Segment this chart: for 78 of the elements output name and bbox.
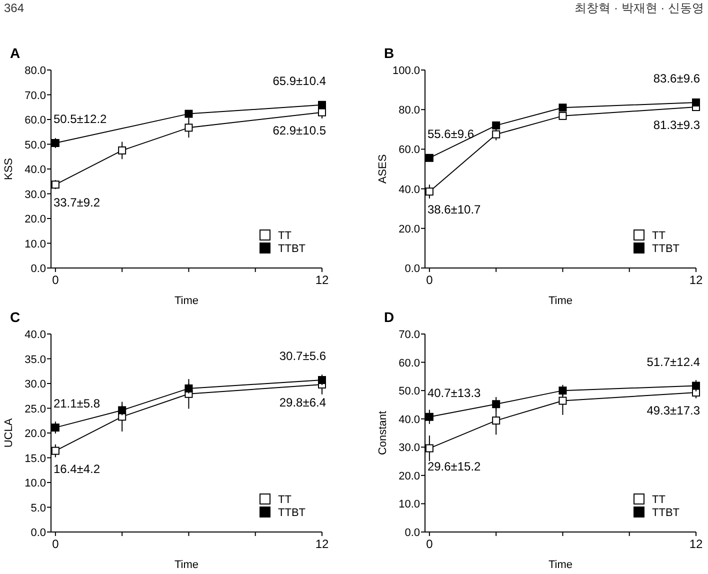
legend-label: TTBT xyxy=(278,243,306,255)
text: 364 xyxy=(4,1,24,15)
y-tick-label: 70.0 xyxy=(24,90,46,102)
y-axis-title: Constant xyxy=(377,410,389,456)
y-axis-title: UCLA xyxy=(3,418,15,448)
data-label: 81.3±9.3 xyxy=(653,118,700,132)
legend-label: TTBT xyxy=(278,507,306,519)
y-tick-label: 10.0 xyxy=(398,498,420,511)
y-tick-label: 80.0 xyxy=(24,65,46,77)
data-label: 29.6±15.2 xyxy=(427,459,482,474)
data-label: 55.6±9.6 xyxy=(427,126,474,141)
y-tick-label: 50.0 xyxy=(24,139,46,152)
legend-label: TTBT xyxy=(652,507,680,519)
y-tick-label: 80.0 xyxy=(398,104,420,117)
chart-title: A xyxy=(10,45,20,61)
y-tick-label: 0.0 xyxy=(404,263,420,275)
x-tick-label: 0 xyxy=(52,273,60,287)
y-tick-label: 60.0 xyxy=(398,144,420,156)
x-axis-title: Time xyxy=(174,295,199,307)
y-tick-label: 20.0 xyxy=(24,214,46,226)
y-axis-title: KSS xyxy=(3,158,15,180)
legend-label: TT xyxy=(278,494,292,506)
data-label: 30.7±5.6 xyxy=(279,349,326,364)
y-tick-label: 0.0 xyxy=(30,263,46,275)
y-tick-label: 40.0 xyxy=(24,164,46,176)
x-axis-title: Time xyxy=(548,559,573,571)
y-tick-label: 60.0 xyxy=(398,357,420,370)
y-tick-label: 10.0 xyxy=(24,478,46,490)
x-tick-label: 12 xyxy=(689,273,703,287)
y-tick-label: 40.0 xyxy=(398,184,420,196)
data-label: 21.1±5.8 xyxy=(53,396,100,411)
x-tick-label: 0 xyxy=(426,537,434,551)
chart-title: D xyxy=(384,309,394,325)
data-label: 16.4±4.2 xyxy=(53,462,100,476)
y-tick-label: 40.0 xyxy=(398,414,420,426)
y-tick-label: 0.0 xyxy=(404,527,420,539)
y-tick-label: 30.0 xyxy=(398,442,420,454)
chart-title: C xyxy=(10,309,20,325)
y-tick-label: 20.0 xyxy=(398,223,420,236)
y-tick-label: 70.0 xyxy=(398,329,420,341)
text: 최창혁 · 박재현 · 신동영 xyxy=(574,1,704,15)
y-tick-label: 20.0 xyxy=(24,428,46,440)
y-tick-label: 50.0 xyxy=(398,386,420,398)
y-tick-label: 15.0 xyxy=(24,452,46,465)
y-axis-title: ASES xyxy=(377,154,389,184)
data-label: 29.8±6.4 xyxy=(279,395,326,410)
y-tick-label: 35.0 xyxy=(24,354,46,366)
data-label: 50.5±12.2 xyxy=(53,112,108,126)
data-label: 38.6±10.7 xyxy=(427,202,482,217)
y-tick-label: 60.0 xyxy=(24,114,46,126)
data-label: 40.7±13.3 xyxy=(427,386,482,400)
legend-label: TTBT xyxy=(652,243,680,255)
y-tick-label: 100.0 xyxy=(392,65,420,77)
x-tick-label: 0 xyxy=(52,537,60,551)
legend-label: TT xyxy=(652,230,666,242)
x-tick-label: 12 xyxy=(315,273,329,287)
y-tick-label: 25.0 xyxy=(24,403,46,416)
y-tick-label: 40.0 xyxy=(24,329,46,341)
data-label: 33.7±9.2 xyxy=(53,196,100,210)
y-tick-label: 20.0 xyxy=(398,470,420,482)
data-label: 83.6±9.6 xyxy=(653,71,700,86)
x-tick-label: 12 xyxy=(315,537,329,551)
data-label: 65.9±10.4 xyxy=(272,74,326,88)
y-tick-label: 30.0 xyxy=(24,188,46,201)
legend-label: TT xyxy=(278,230,292,242)
x-axis-title: Time xyxy=(548,295,573,307)
x-axis-title: Time xyxy=(174,559,199,571)
y-tick-label: 0.0 xyxy=(30,527,46,539)
data-label: 49.3±17.3 xyxy=(646,404,700,418)
x-tick-label: 12 xyxy=(689,537,703,551)
legend-label: TT xyxy=(652,494,666,506)
data-label: 51.7±12.4 xyxy=(646,354,700,369)
chart-title: B xyxy=(384,45,394,61)
y-tick-label: 5.0 xyxy=(30,502,46,514)
x-tick-label: 0 xyxy=(426,273,434,287)
y-tick-label: 10.0 xyxy=(24,238,46,250)
data-label: 62.9±10.5 xyxy=(272,123,326,138)
y-tick-label: 30.0 xyxy=(24,378,46,390)
